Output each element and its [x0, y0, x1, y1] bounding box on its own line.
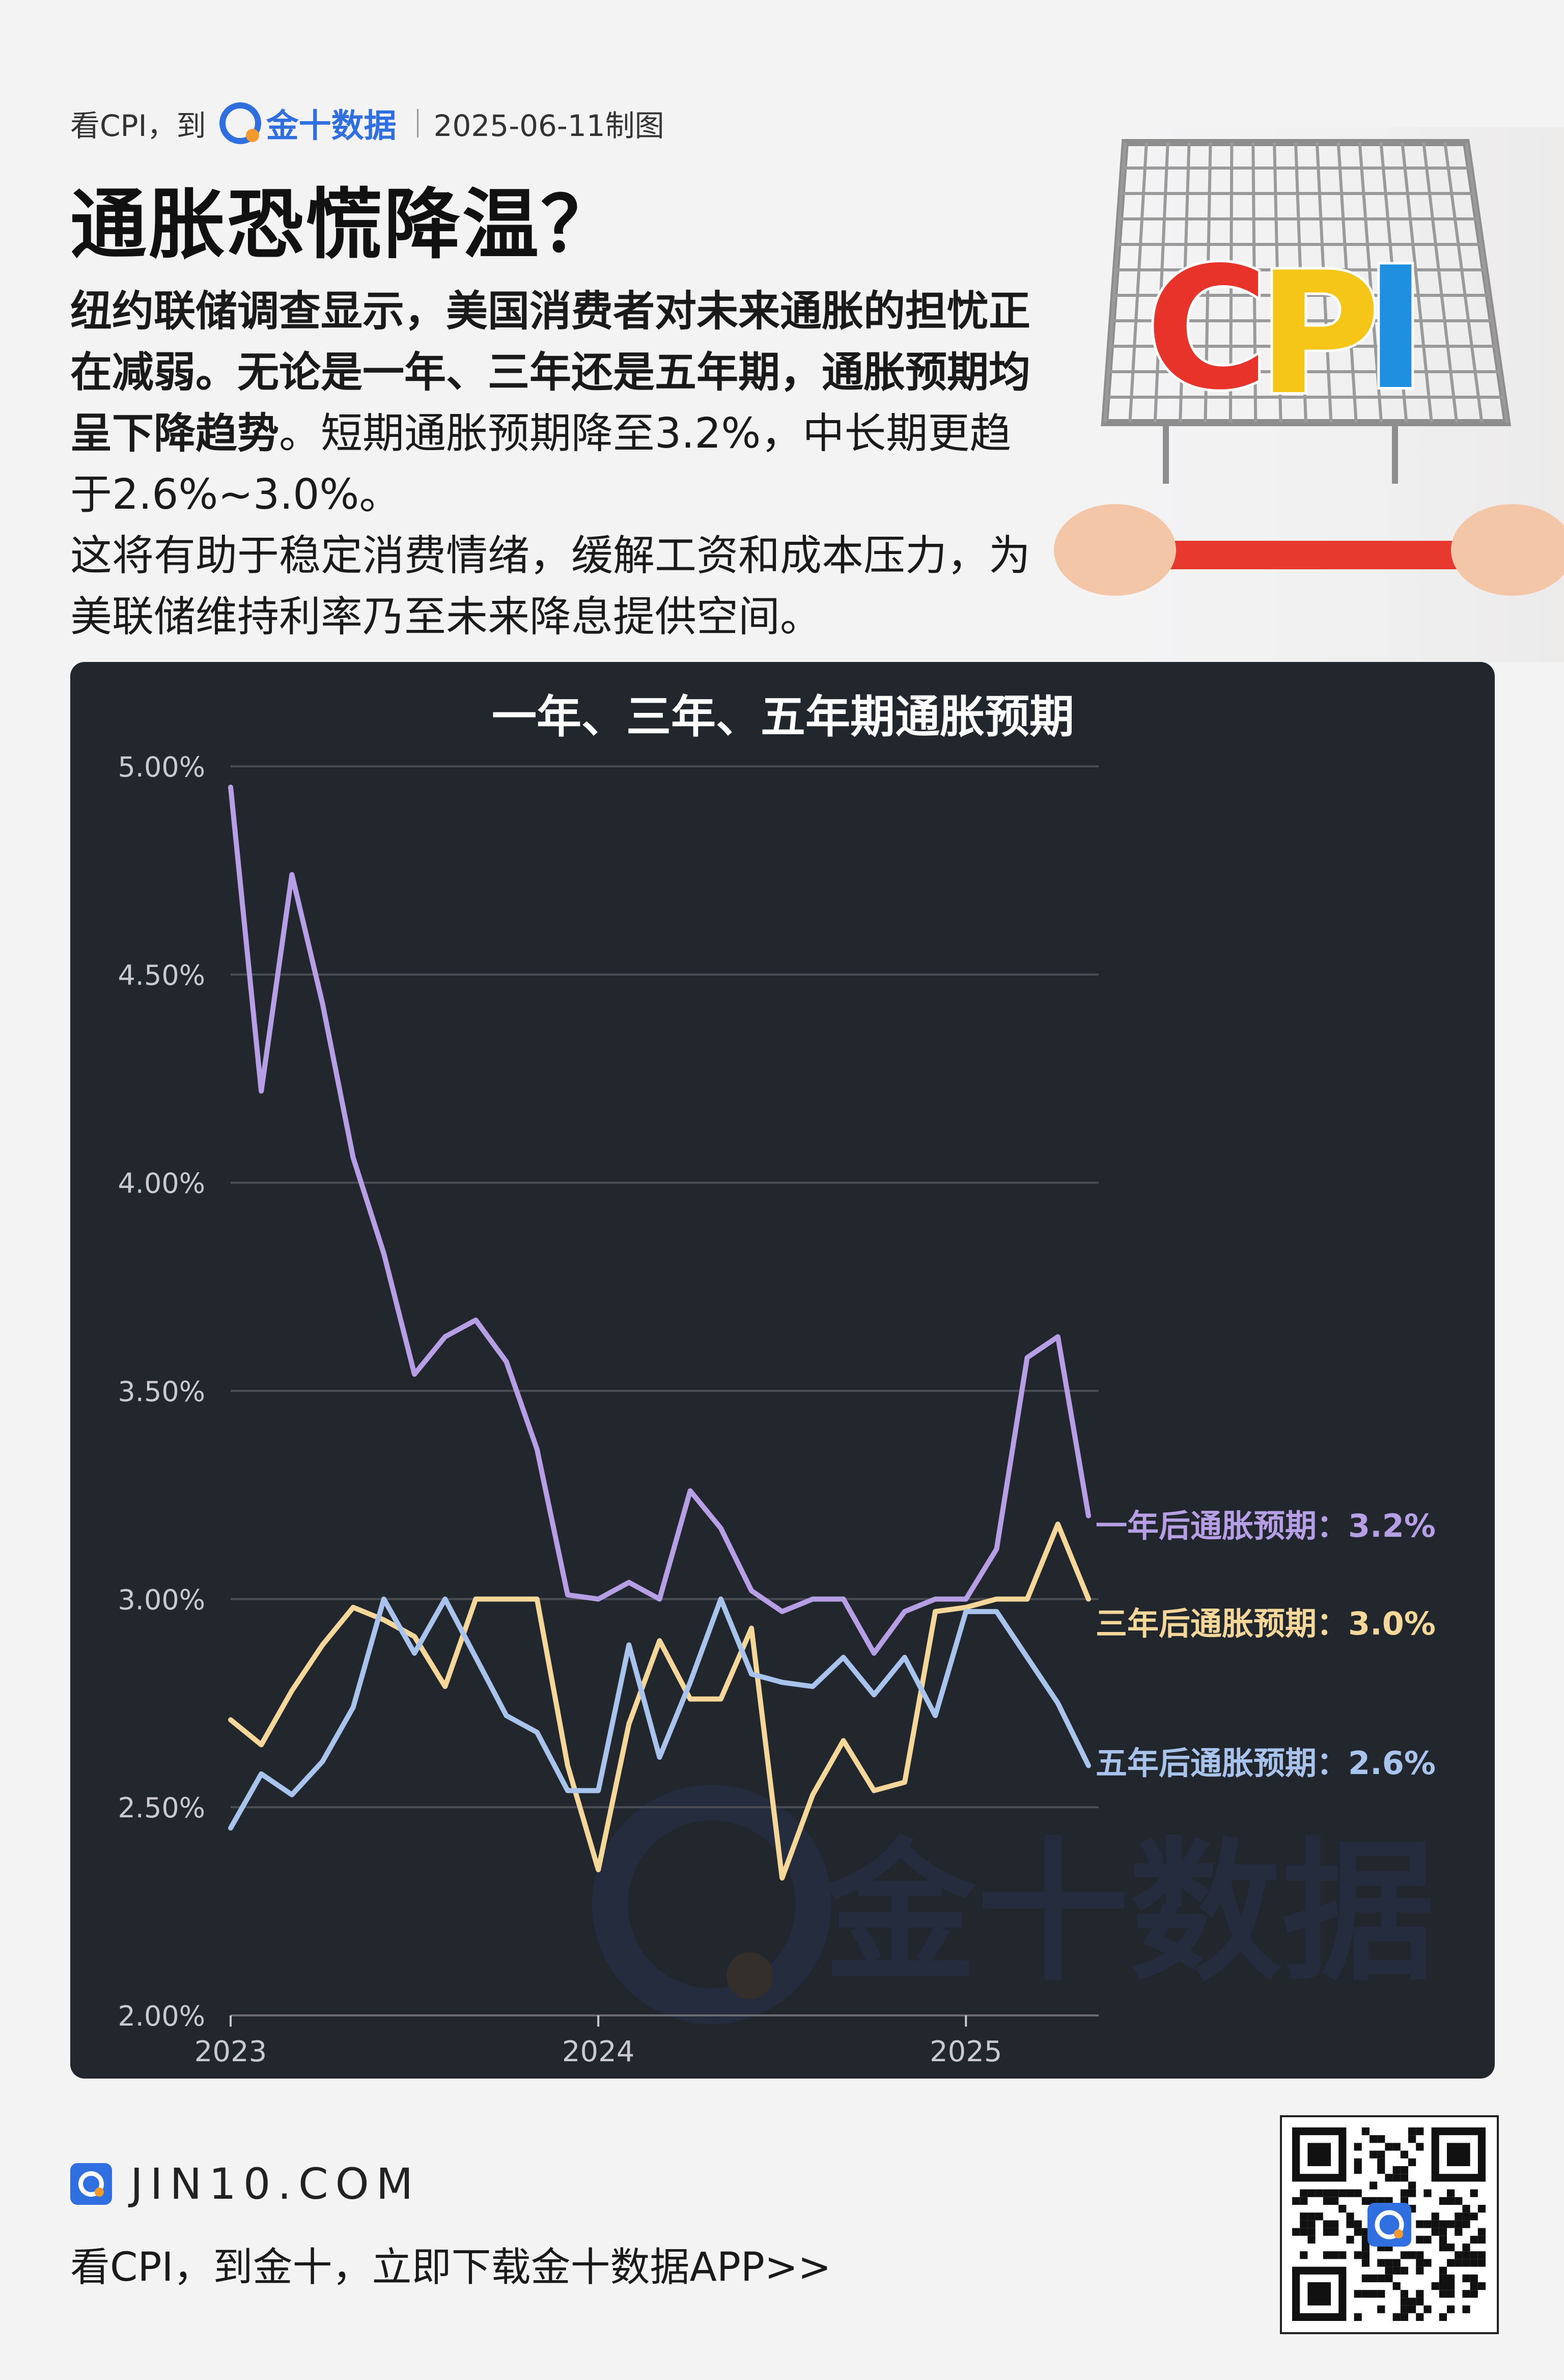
y-tick-label: 2.00%: [118, 2000, 205, 2032]
left-hand-icon: [1054, 504, 1176, 596]
header-prefix: 看CPI，到: [70, 108, 206, 143]
brand-logo-icon: [219, 102, 261, 144]
cpi-letter-p: P: [1258, 236, 1381, 432]
y-tick-label: 2.50%: [118, 1792, 205, 1824]
cart-basket-icon: [1101, 139, 1512, 426]
series-line-2: [228, 1521, 1091, 1881]
watermark: 金十数据: [592, 1785, 1435, 2024]
y-tick-label: 4.50%: [118, 959, 205, 991]
site-url[interactable]: JIN10.COM: [130, 2159, 421, 2209]
description-paragraph-1: 纽约联储调查显示，美国消费者对未来通胀的担忧正在减弱。无论是一年、三年还是五年期…: [70, 281, 1038, 525]
header-divider: [416, 109, 418, 137]
chart-card: 一年、三年、五年期通胀预期金十数据 2.00% 2.50% 3.00% 3.50% 4.0…: [70, 662, 1495, 2079]
x-tick-label: 2025: [930, 2035, 1002, 2068]
chart-title: 一年、三年、五年期通胀预期: [492, 690, 1074, 743]
description-normal: 。短期通胀预期降至3.2%，中长期更趋于2.6%~3.0%。: [70, 409, 1012, 519]
x-tick-label: 2024: [562, 2035, 635, 2068]
jin10-logo-icon: [70, 2163, 112, 2205]
header-line: 看CPI，到 金十数据 2025-06-11制图: [70, 100, 664, 147]
y-tick-label: 3.50%: [118, 1376, 205, 1408]
y-tick-label: 3.00%: [118, 1584, 205, 1616]
download-cta[interactable]: 看CPI，到金十，立即下载金十数据APP>>: [70, 2245, 831, 2290]
series-line-1: [228, 784, 1091, 1656]
cpi-letter-c: C: [1146, 231, 1269, 427]
shopping-cart-illustration: C P I: [1049, 127, 1564, 662]
description-bold: 纽约联储调查显示，美国消费者对未来通胀的担忧正在减弱。无论是一年、三年还是五年期…: [70, 287, 1031, 458]
description: 纽约联储调查显示，美国消费者对未来通胀的担忧正在减弱。无论是一年、三年还是五年期…: [70, 281, 1038, 648]
description-paragraph-2: 这将有助于稳定消费情绪，缓解工资和成本压力，为美联储维持利率乃至未来降息提供空间…: [70, 532, 1031, 641]
cart-handle-icon: [1059, 541, 1548, 569]
chart-date: 2025-06-11制图: [433, 108, 664, 143]
y-tick-label: 4.00%: [118, 1168, 205, 1200]
page-title: 通胀恐慌降温？: [70, 181, 620, 269]
x-tick-label: 2023: [194, 2035, 267, 2068]
cpi-letter-i: I: [1364, 231, 1427, 427]
footer-logo[interactable]: JIN10.COM: [70, 2159, 420, 2209]
brand-name: 金十数据: [266, 107, 397, 145]
qr-code-icon: [1292, 2127, 1486, 2321]
qr-code[interactable]: [1280, 2115, 1499, 2334]
brand-logo[interactable]: 金十数据: [219, 100, 397, 147]
right-hand-icon: [1451, 504, 1564, 596]
series-label-3: 五年后通胀预期：2.6%: [1096, 1745, 1436, 1782]
watermark-text: 金十数据: [821, 1824, 1435, 2002]
series-line-3: [228, 1596, 1091, 1831]
y-tick-label: 5.00%: [118, 751, 205, 783]
series-label-1: 一年后通胀预期：3.2%: [1096, 1507, 1436, 1544]
cpi-letters-icon: C P I: [1143, 229, 1430, 434]
series-label-2: 三年后通胀预期：3.0%: [1096, 1605, 1436, 1642]
